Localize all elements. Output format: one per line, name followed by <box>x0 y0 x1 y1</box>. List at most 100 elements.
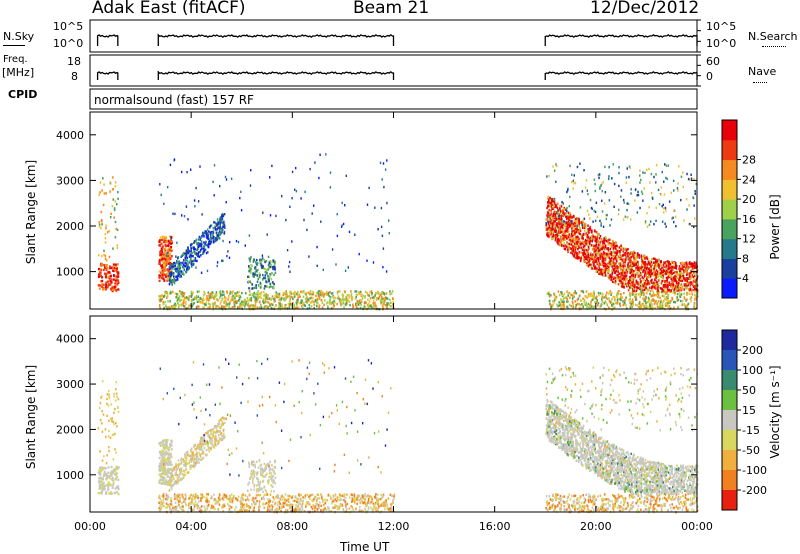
power-panel-evening-cell <box>653 283 655 287</box>
power-panel-evening-cell <box>609 261 611 264</box>
power-panel-evening-cell <box>656 281 658 284</box>
power-panel-streak-cell <box>175 279 177 282</box>
power-panel-streak-cell <box>205 243 207 247</box>
power-panel-gs2-cell <box>642 297 644 300</box>
power-panel-streak-cell <box>183 264 186 267</box>
power-panel-gs2-cell <box>593 297 596 300</box>
power-panel-gs-cell <box>364 306 366 310</box>
power-panel-evening-cell <box>607 270 609 273</box>
power-panel-evening-cell <box>612 240 614 243</box>
power-panel-evening-cell <box>590 229 593 233</box>
power-panel-gs-cell <box>308 306 311 310</box>
power-panel-evening-cell <box>627 279 630 283</box>
power-panel-streak-cell <box>203 241 205 244</box>
power-panel-streak-cell <box>179 273 181 276</box>
power-panel-evening-cell <box>550 212 553 215</box>
power-panel-gs-cell <box>386 302 388 305</box>
power-panel-evening-high-cell <box>639 174 641 177</box>
power-panel-evening-cell <box>687 272 690 275</box>
power-panel-streak-cell <box>186 256 189 260</box>
power-panel-gs-cell <box>359 306 362 310</box>
power-panel-gs2-cell <box>591 294 593 297</box>
power-panel-gs2-cell <box>636 304 639 307</box>
power-panel-early-cell <box>101 276 104 279</box>
power-panel-streak-cell <box>189 243 192 247</box>
power-panel-gs-cell <box>236 294 238 297</box>
velocity-panel-gs-cell <box>170 501 173 504</box>
power-panel-gs2-cell <box>691 293 694 296</box>
power-panel-evening-cell <box>570 249 573 252</box>
power-panel-gs-cell <box>247 302 250 305</box>
power-panel-evening-cell <box>548 225 551 228</box>
power-panel-evening-high-cell <box>639 181 641 184</box>
power-panel-gs-cell <box>293 305 296 308</box>
power-panel-evening-cell <box>598 241 601 245</box>
power-panel-early2-cell <box>115 227 118 231</box>
power-panel-evening-cell <box>584 238 587 242</box>
power-panel-evening-high-cell <box>665 164 668 167</box>
power-panel-gs-cell <box>389 305 392 308</box>
power-panel-evening-cell <box>598 246 601 249</box>
power-panel-evening-cell <box>628 286 631 289</box>
power-panel-blob-cell <box>256 262 259 265</box>
power-panel-evening-cell <box>566 228 568 231</box>
power-panel-evening-cell <box>583 260 586 264</box>
power-panel-evening-cell <box>598 267 601 270</box>
power-panel-evening-cell <box>550 209 552 212</box>
power-panel-gs2-cell <box>590 300 592 303</box>
power-panel-gs2-cell <box>657 294 660 297</box>
velocity-panel-gs-cell <box>357 494 359 497</box>
power-panel-early2-cell <box>106 259 108 262</box>
power-panel-gs-cell <box>271 303 274 306</box>
power-panel-blob-cell <box>255 286 258 290</box>
power-panel-gs-cell <box>215 304 217 308</box>
power-panel-gs-cell <box>159 307 162 310</box>
power-panel-gs2-cell <box>602 292 604 296</box>
power-panel-evening-cell <box>665 272 667 276</box>
power-panel-early-cell <box>101 283 104 286</box>
power-panel-early2-cell <box>102 203 105 207</box>
power-panel-evening-cell <box>601 256 603 259</box>
power-panel-early2-cell <box>112 247 114 250</box>
power-panel-gs-cell <box>177 302 179 306</box>
power-panel-evening-cell <box>589 242 591 245</box>
power-panel-evening-cell <box>556 224 558 227</box>
power-panel-evening-cell <box>666 285 669 289</box>
power-panel-evening-cell <box>653 267 655 271</box>
power-panel-gs2-cell <box>558 293 561 297</box>
power-panel-gs2-cell <box>693 302 696 305</box>
power-panel-gs-cell <box>234 295 236 298</box>
power-panel-e1-cell <box>163 247 166 251</box>
power-panel-gs-cell <box>270 302 273 306</box>
power-panel-streak-cell <box>173 261 176 265</box>
power-panel-evening-cell <box>627 262 629 265</box>
power-panel-gs-cell <box>329 297 331 300</box>
power-panel-sparse-cell <box>288 265 290 268</box>
power-panel-gs2-cell <box>566 300 568 303</box>
nave-tick-lo: 0 <box>706 70 713 83</box>
power-panel-e1-cell <box>160 238 163 242</box>
power-panel-streak-cell <box>178 262 180 266</box>
power-panel-sparse-cell <box>262 211 264 214</box>
power-panel-sparse-cell <box>348 230 351 234</box>
power-panel-gs2-cell <box>629 297 631 301</box>
power-panel-gs2-cell <box>553 299 556 302</box>
power-panel-gs-cell <box>306 301 309 304</box>
power-panel-streak-cell <box>206 228 209 231</box>
power-panel-gs2-cell <box>684 304 687 308</box>
power-panel-gs-cell <box>351 297 353 300</box>
power-panel-evening-cell <box>643 275 646 278</box>
power-panel-gs-cell <box>248 290 251 293</box>
power-panel-streak-cell <box>207 245 210 249</box>
power-panel-evening-cell <box>608 268 610 271</box>
power-panel-gs-cell <box>233 299 236 302</box>
power-panel-gs2-cell <box>618 302 621 305</box>
power-panel-evening-cell <box>587 239 589 242</box>
power-panel-evening-cell <box>688 288 690 291</box>
power-panel-evening-cell <box>556 235 559 238</box>
power-panel-gs2-cell <box>571 294 574 297</box>
power-panel-evening-cell <box>580 251 583 254</box>
power-panel-gs2-cell <box>690 296 693 299</box>
power-panel-early-cell <box>115 263 117 266</box>
power-panel-evening-high-cell <box>624 215 627 218</box>
